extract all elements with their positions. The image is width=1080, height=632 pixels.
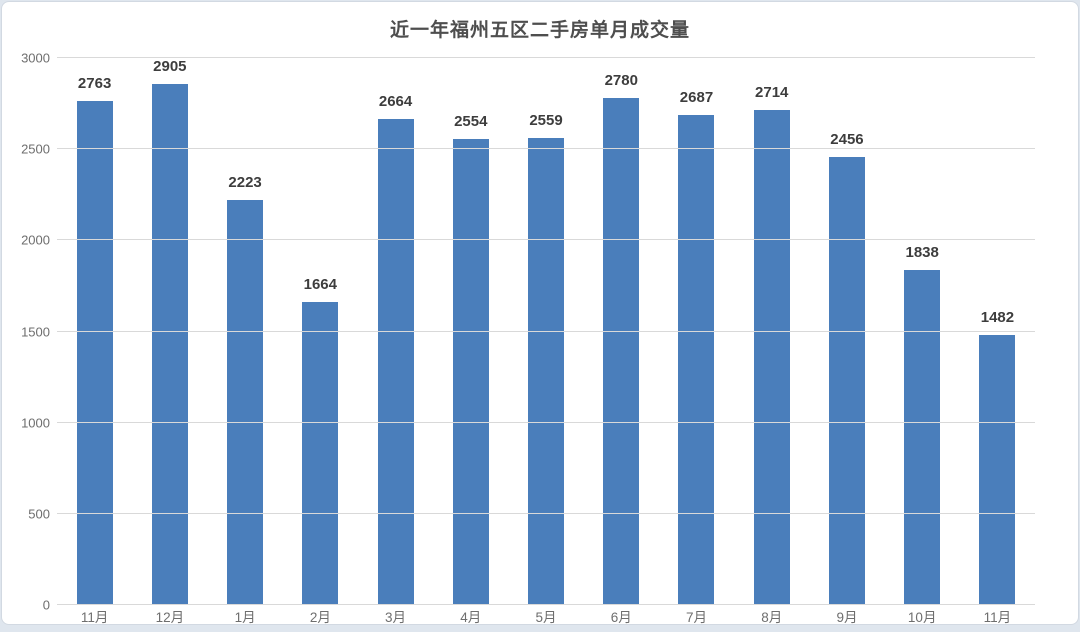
bar-slot: 2223 <box>207 58 282 605</box>
x-tick-label: 12月 <box>155 610 185 625</box>
x-tick-label: 7月 <box>685 610 707 625</box>
chart-title: 近一年福州五区二手房单月成交量 <box>389 20 690 41</box>
x-tick-label: 3月 <box>385 610 407 625</box>
gridline <box>57 604 1035 605</box>
gridline <box>57 239 1035 241</box>
bar-value-label: 2763 <box>77 75 112 93</box>
bar <box>979 334 1016 605</box>
bar-slot: 2559 <box>508 58 583 605</box>
bar-value-label: 2456 <box>830 131 864 149</box>
bar-value-label: 2554 <box>454 113 488 131</box>
bar-chart: 0 500 1000 1500 2000 2500 3000 2763 2905 2223 166… <box>12 51 1035 613</box>
y-axis: 0 500 1000 1500 2000 2500 3000 <box>12 51 57 613</box>
x-tick-label: 2月 <box>309 610 331 625</box>
bar-value-label: 1664 <box>303 275 337 293</box>
y-tick-label: 500 <box>28 506 50 522</box>
bar-slot: 2664 <box>358 58 433 605</box>
bar <box>528 138 565 605</box>
gridline <box>57 421 1035 423</box>
y-tick-label: 0 <box>42 597 50 613</box>
gridline <box>57 57 1035 58</box>
bar-slot: 2687 <box>659 58 734 605</box>
x-tick-label: 8月 <box>761 610 783 625</box>
y-tick-label: 1000 <box>21 415 50 431</box>
bar-value-label: 2559 <box>529 112 563 130</box>
bar-value-label: 2780 <box>604 72 638 90</box>
bar <box>227 199 264 605</box>
bar <box>828 157 865 605</box>
bar-slot: 1482 <box>960 58 1035 605</box>
x-tick-label: 6月 <box>610 610 632 625</box>
y-tick-label: 1500 <box>21 324 50 339</box>
x-tick-label: 10月 <box>907 610 937 625</box>
y-tick-label: 2500 <box>21 141 50 157</box>
bar-value-label: 2687 <box>679 89 714 107</box>
bar-slot: 2714 <box>734 58 809 605</box>
bar-slot: 2456 <box>809 58 884 605</box>
bar-slot: 2554 <box>433 58 508 605</box>
bar-slot: 2905 <box>132 58 207 605</box>
bar-slot: 1664 <box>283 58 358 605</box>
bar <box>151 84 188 605</box>
gridline <box>57 512 1035 514</box>
x-axis: 11月 12月 1月 2月 3月 4月 5月 6月 7月 8月 9月 10月 11月 <box>57 606 1035 626</box>
y-tick-label: 2000 <box>21 232 50 248</box>
x-tick-label: 1月 <box>234 610 256 625</box>
x-tick-label: 11月 <box>983 610 1012 625</box>
bar <box>753 110 790 605</box>
bar-slot: 1838 <box>885 58 960 605</box>
gridline <box>57 330 1035 332</box>
bar-value-label: 1482 <box>980 308 1015 326</box>
plot-area: 2763 2905 2223 1664 2664 2554 2559 2780 2687 2714… <box>57 57 1035 605</box>
bar-slot: 2780 <box>584 58 659 605</box>
bar-value-label: 2714 <box>755 84 789 102</box>
x-tick-label: 4月 <box>460 610 482 625</box>
y-tick-label: 3000 <box>21 50 50 66</box>
bar <box>377 119 414 605</box>
bar-slot: 2763 <box>57 58 132 605</box>
bar <box>603 98 640 605</box>
gridline <box>57 148 1035 150</box>
bar-value-label: 2223 <box>228 173 262 191</box>
bar <box>678 115 715 605</box>
bar <box>904 269 941 605</box>
bar <box>76 101 113 605</box>
bar-value-label: 1838 <box>905 243 939 261</box>
bar-series: 2763 2905 2223 1664 2664 2554 2559 2780 2687 2714… <box>57 58 1035 605</box>
bar <box>302 301 339 605</box>
x-tick-label: 11月 <box>80 610 109 625</box>
x-tick-label: 5月 <box>535 610 557 625</box>
x-tick-label: 9月 <box>836 610 858 625</box>
bar-value-label: 2905 <box>153 58 187 75</box>
bar-value-label: 2664 <box>378 93 413 111</box>
bar <box>452 139 489 605</box>
